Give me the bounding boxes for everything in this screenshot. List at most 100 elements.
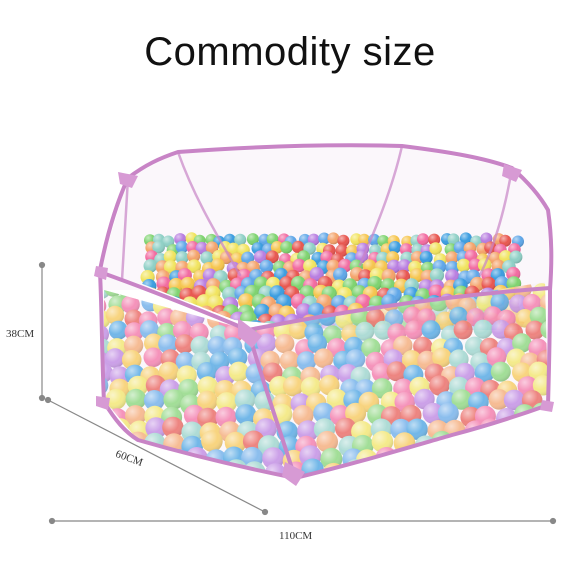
ball-highlight	[406, 418, 428, 440]
ball-highlight	[316, 430, 339, 453]
ball-highlight	[196, 362, 217, 382]
ball-highlight	[318, 232, 331, 245]
ball-highlight	[143, 347, 164, 368]
ball-highlight	[445, 251, 459, 265]
ball-highlight	[309, 267, 324, 282]
ball-highlight	[300, 376, 322, 398]
ball-highlight	[197, 376, 218, 397]
ball-highlight	[358, 233, 371, 246]
ball-highlight	[429, 375, 450, 396]
ball-highlight	[175, 240, 189, 254]
ball-highlight	[337, 234, 350, 247]
plastic-ball	[363, 461, 387, 478]
ball-highlight	[442, 459, 466, 478]
ball-highlight	[195, 241, 209, 255]
ball-highlight	[270, 241, 284, 254]
ball-highlight	[297, 420, 319, 442]
ball-highlight	[419, 251, 433, 264]
ball-highlight	[152, 240, 165, 254]
ball-highlight	[490, 432, 513, 454]
ball-highlight	[527, 434, 548, 457]
ball-highlight	[397, 259, 412, 273]
plastic-ball	[531, 446, 548, 468]
ball-highlight	[490, 361, 511, 382]
plastic-ball	[399, 459, 422, 478]
ball-highlight	[187, 259, 201, 274]
plastic-ball	[442, 459, 466, 478]
ball-highlight	[435, 445, 457, 468]
ball-highlight	[502, 458, 525, 478]
ball-highlight	[422, 402, 444, 424]
ball-highlight	[144, 458, 168, 478]
ball-highlight	[421, 320, 441, 340]
plastic-ball	[104, 419, 113, 441]
ball-highlight	[108, 320, 128, 340]
height-line-end-dot	[38, 394, 46, 402]
ball-highlight	[494, 446, 517, 469]
ball-highlight	[169, 462, 193, 478]
ball-highlight	[432, 347, 452, 368]
ball-highlight	[355, 321, 375, 341]
ball-highlight	[158, 361, 179, 382]
ball-highlight	[105, 305, 125, 325]
ball-highlight	[201, 430, 223, 452]
plastic-ball	[476, 445, 499, 468]
ball-highlight	[207, 336, 227, 356]
plastic-ball	[494, 446, 517, 469]
ball-highlight	[445, 269, 460, 284]
plastic-ball	[420, 460, 443, 478]
plastic-ball	[490, 432, 513, 454]
ball-highlight	[499, 250, 513, 264]
ball-highlight	[235, 404, 257, 426]
plastic-ball	[521, 422, 543, 444]
ball-highlight	[279, 350, 300, 371]
plastic-ball	[511, 449, 534, 472]
ball-highlight	[178, 378, 199, 400]
ball-highlight	[174, 334, 195, 354]
ball-highlight	[455, 449, 478, 472]
plastic-ball	[397, 450, 420, 472]
ball-highlight	[463, 458, 486, 478]
ball-highlight	[313, 402, 335, 424]
ball-highlight	[280, 241, 293, 254]
ball-highlight	[481, 276, 497, 292]
ball-highlight	[104, 444, 112, 467]
plastic-ball	[508, 434, 530, 456]
ball-highlight	[246, 233, 259, 246]
ball-highlight	[104, 435, 113, 457]
ball-highlight	[473, 319, 493, 339]
ball-highlight	[525, 320, 545, 340]
plastic-ball	[540, 421, 548, 443]
plastic-ball	[527, 434, 548, 457]
ball-highlight	[476, 292, 495, 312]
ball-highlight	[327, 232, 340, 245]
ball-highlight	[393, 335, 413, 356]
width-dimension-label: 110CM	[279, 530, 313, 542]
plastic-ball	[383, 461, 406, 478]
ball-highlight	[157, 308, 176, 327]
ball-highlight	[121, 295, 140, 314]
ball-highlight	[371, 362, 392, 383]
ball-highlight	[363, 461, 387, 478]
ball-highlight	[288, 320, 308, 340]
ball-highlight	[180, 276, 196, 292]
ball-highlight	[383, 461, 406, 478]
ball-highlight	[404, 320, 424, 340]
ball-highlight	[291, 240, 305, 254]
ball-highlight	[403, 306, 422, 326]
ball-highlight	[211, 258, 225, 272]
ball-highlight	[497, 422, 519, 444]
depth-line-end-dot	[261, 508, 269, 516]
ball-highlight	[511, 449, 534, 472]
ball-highlight	[104, 296, 107, 316]
width-line-start-dot	[48, 517, 56, 525]
ball-highlight	[453, 241, 467, 254]
ball-highlight	[163, 389, 184, 410]
ball-highlight	[296, 351, 317, 371]
plastic-ball	[463, 458, 486, 478]
ball-highlight	[104, 419, 113, 441]
ball-highlight	[158, 334, 178, 354]
ball-highlight	[187, 249, 201, 263]
plastic-ball	[104, 406, 108, 428]
ball-highlight	[234, 389, 256, 411]
